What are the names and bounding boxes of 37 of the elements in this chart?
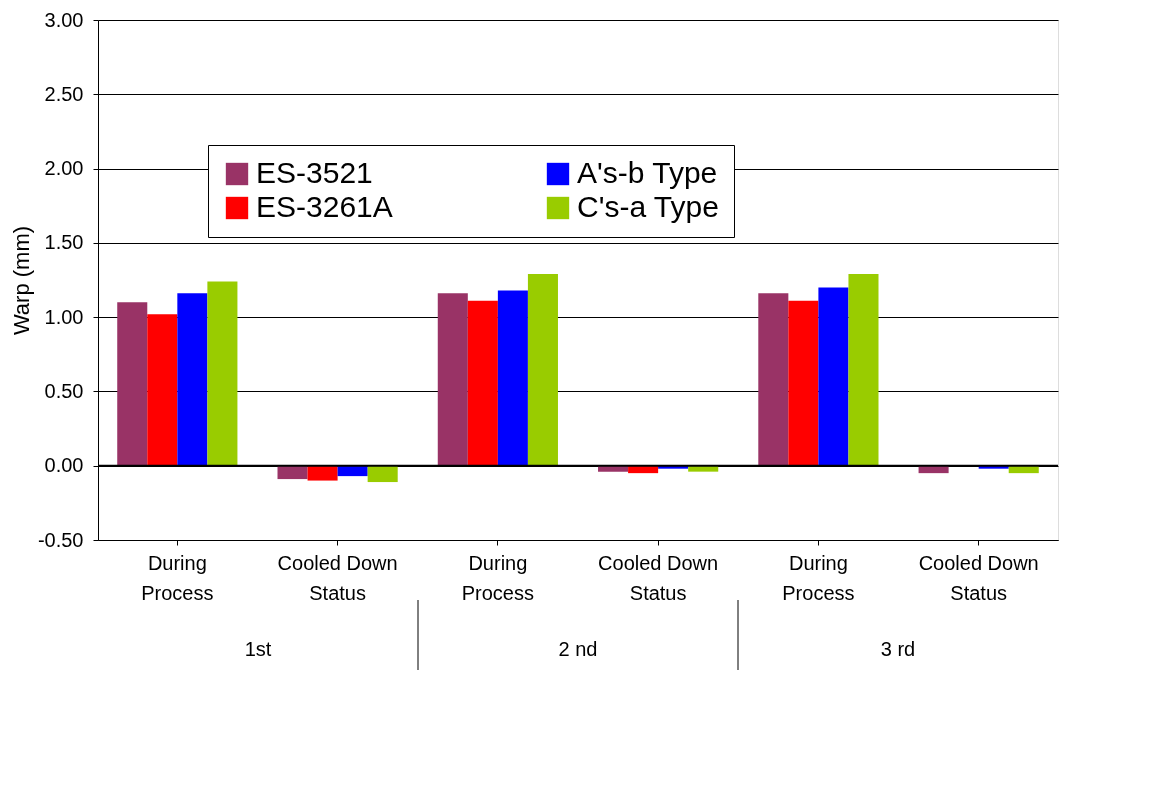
- bar: [467, 300, 498, 466]
- text: 2 nd: [558, 638, 598, 660]
- legend-label: ES-3521: [256, 156, 373, 189]
- legend-label: A's-b Type: [577, 156, 718, 189]
- bar: [437, 293, 468, 466]
- y-tick-label: 2.50: [44, 82, 84, 105]
- x-tick-label: During Process: [782, 551, 855, 604]
- text: 3 rd: [880, 638, 916, 660]
- bar: [497, 290, 528, 466]
- legend-label: C's-a Type: [577, 190, 719, 223]
- x-tick-label: Cooled Down Status: [598, 551, 719, 604]
- bar: [788, 300, 819, 466]
- bar: [207, 281, 238, 466]
- bar: [527, 274, 558, 466]
- bar: [367, 465, 398, 483]
- bar: [758, 293, 789, 466]
- x-tick-label: During Process: [141, 551, 214, 604]
- bar: [848, 274, 879, 466]
- y-tick-label: 2.00: [44, 157, 84, 180]
- x-tick-label: Cooled Down Status: [277, 551, 398, 604]
- y-tick-label: 0.50: [44, 379, 84, 402]
- y-tick-label: -0.50: [37, 528, 84, 551]
- y-axis-title: Warp (mm): [8, 225, 34, 336]
- bar: [277, 465, 308, 480]
- text: 1st: [244, 638, 272, 660]
- bar: [307, 465, 338, 481]
- y-tick-label: 0.00: [44, 454, 84, 477]
- y-tick-label: 1.00: [44, 305, 84, 328]
- legend-label: ES-3261A: [256, 190, 393, 223]
- y-tick-label: 1.50: [44, 231, 84, 254]
- y-tick-label: 3.00: [44, 8, 84, 31]
- x-tick-label: During Process: [461, 551, 534, 604]
- bar: [117, 302, 148, 466]
- bar: [818, 287, 849, 466]
- bar: [177, 293, 208, 466]
- x-tick-label: Cooled Down Status: [918, 551, 1039, 604]
- bar: [147, 314, 178, 466]
